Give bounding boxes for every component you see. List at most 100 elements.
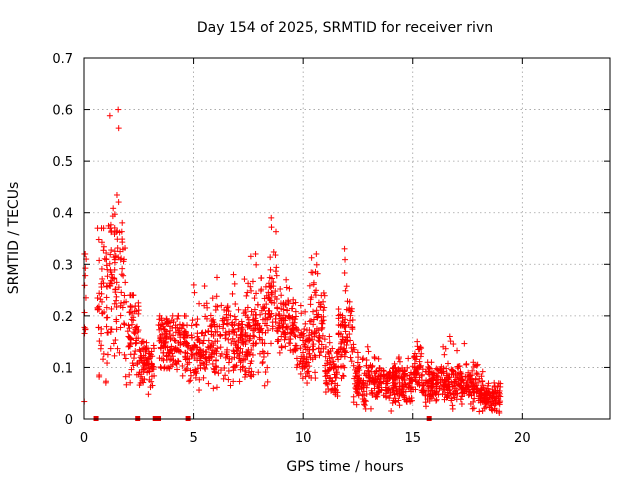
data-point: [408, 394, 415, 401]
data-point: [131, 330, 138, 337]
data-point: [175, 347, 182, 354]
data-point: [241, 276, 248, 283]
data-point: [401, 396, 408, 403]
data-point: [328, 378, 335, 385]
data-point: [280, 320, 287, 327]
data-point: [183, 332, 190, 339]
data-point: [130, 355, 137, 362]
data-point: [102, 379, 109, 386]
data-point: [308, 294, 315, 301]
data-point: [82, 265, 89, 272]
data-point: [348, 358, 355, 365]
data-point: [288, 305, 295, 312]
data-point: [376, 365, 383, 372]
data-point: [117, 312, 124, 319]
data-point: [193, 350, 200, 357]
data-point: [317, 301, 324, 308]
data-point: [363, 362, 370, 369]
data-point: [231, 280, 238, 287]
data-point: [251, 327, 258, 334]
data-point: [107, 345, 114, 352]
data-point: [200, 374, 207, 381]
data-point: [355, 392, 362, 399]
data-point: [178, 325, 185, 332]
data-point: [413, 370, 420, 377]
data-point: [119, 239, 126, 246]
data-point: [113, 191, 120, 198]
data-point: [268, 282, 275, 289]
data-point: [113, 304, 120, 311]
data-point: [339, 372, 346, 379]
data-point: [194, 337, 201, 344]
data-point: [322, 362, 329, 369]
data-point: [103, 256, 110, 263]
data-point: [108, 305, 115, 312]
data-point: [196, 300, 203, 307]
data-point: [199, 340, 206, 347]
data-point: [235, 337, 242, 344]
data-point: [341, 353, 348, 360]
data-point: [159, 331, 166, 338]
data-point: [113, 279, 120, 286]
data-point: [377, 379, 384, 386]
data-point: [141, 344, 148, 351]
data-point: [122, 355, 129, 362]
data-point: [378, 380, 385, 387]
data-point: [266, 295, 273, 302]
data-point: [406, 380, 413, 387]
data-point: [140, 338, 147, 345]
data-point: [217, 344, 224, 351]
data-point: [364, 367, 371, 374]
data-point: [235, 320, 242, 327]
data-point: [362, 398, 369, 405]
data-point: [324, 357, 331, 364]
data-point: [94, 225, 101, 232]
data-point: [331, 371, 338, 378]
data-point: [307, 301, 314, 308]
data-point: [346, 331, 353, 338]
data-point: [281, 336, 288, 343]
data-point: [247, 253, 254, 260]
data-point: [315, 311, 322, 318]
data-point: [279, 323, 286, 330]
data-point: [283, 307, 290, 314]
data-point: [188, 322, 195, 329]
y-axis-label: SRMTID / TECUs: [6, 182, 22, 295]
data-point: [248, 368, 255, 375]
data-point: [242, 353, 249, 360]
data-point: [133, 339, 140, 346]
data-point: [193, 322, 200, 329]
data-point: [206, 357, 213, 364]
data-point: [322, 343, 329, 350]
data-point: [192, 374, 199, 381]
data-point: [189, 334, 196, 341]
data-point: [226, 328, 233, 335]
data-point: [285, 339, 292, 346]
data-point: [318, 292, 325, 299]
data-point: [114, 345, 121, 352]
data-point: [155, 321, 162, 328]
x-axis-label: GPS time / hours: [286, 459, 403, 475]
data-point: [222, 335, 229, 342]
data-point: [277, 300, 284, 307]
data-point: [119, 265, 126, 272]
data-point: [248, 346, 255, 353]
data-point: [103, 294, 110, 301]
data-point: [100, 350, 107, 357]
data-point: [212, 357, 219, 364]
data-point: [364, 343, 371, 350]
data-point: [104, 273, 111, 280]
data-point: [335, 349, 342, 356]
data-point: [122, 245, 129, 252]
data-point: [222, 372, 229, 379]
data-point: [342, 287, 349, 294]
data-point: [210, 385, 217, 392]
data-point: [270, 248, 277, 255]
data-point: [230, 271, 237, 278]
data-point: [203, 300, 210, 307]
data-point: [328, 364, 335, 371]
data-point: [343, 341, 350, 348]
data-point: [374, 383, 381, 390]
data-point: [380, 367, 387, 374]
